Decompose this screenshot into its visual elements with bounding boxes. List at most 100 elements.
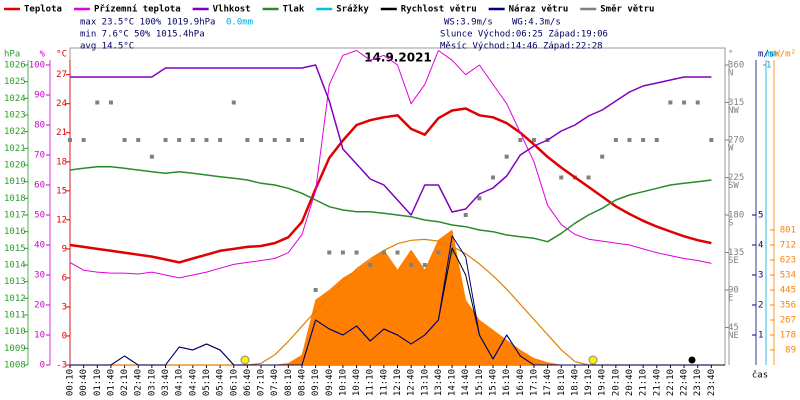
legend-label: Rychlost větru [401, 4, 477, 15]
y-tick-label: 80 [34, 121, 45, 131]
direction-dot [477, 196, 482, 201]
direction-dot [463, 213, 468, 217]
y-tick-label: 1026 [4, 61, 26, 71]
y-tick-label: 60 [34, 181, 45, 191]
y-tick-label: 100 [29, 61, 45, 71]
x-tick-label: 15:40 [489, 369, 499, 396]
x-axis-label: čas [752, 370, 768, 381]
x-tick-label: 22:10 [666, 369, 676, 396]
y-tick-label: 1015 [4, 244, 26, 254]
rain-total: 0.0mm [226, 18, 253, 28]
series-line [69, 165, 712, 243]
series-line [69, 107, 712, 264]
direction-dot [518, 138, 523, 142]
series-line [70, 64, 712, 216]
direction-dot [409, 263, 414, 267]
x-tick-label: 08:40 [297, 369, 307, 396]
direction-dot [340, 250, 345, 255]
y-tick-label: 225 [728, 173, 744, 183]
y-tick-label: 1021 [4, 144, 26, 154]
direction-name: SE [728, 256, 739, 266]
axis-unit: hPa [4, 50, 20, 60]
y-tick-label: 1 [766, 61, 771, 71]
x-tick-label: 22:40 [680, 369, 690, 396]
x-tick-label: 01:10 [93, 369, 103, 396]
x-tick-label: 08:10 [284, 369, 294, 396]
x-tick-label: 20:40 [625, 369, 635, 396]
direction-dot [695, 100, 700, 105]
wind-gust-max: WG:4.3m/s [512, 18, 561, 28]
series-line [70, 235, 712, 366]
direction-dot [299, 138, 304, 142]
y-tick-label: 360 [728, 61, 744, 71]
direction-dot [218, 138, 223, 142]
x-tick-label: 21:40 [652, 369, 662, 396]
direction-dot [259, 138, 264, 142]
direction-dot [531, 138, 536, 142]
direction-dot [190, 138, 195, 142]
legend-label: Vlhkost [213, 5, 251, 15]
direction-dot [600, 154, 605, 159]
x-tick-label: 05:40 [216, 369, 226, 396]
y-tick-label: 50 [34, 211, 45, 221]
direction-name: W [728, 144, 734, 154]
direction-dot [668, 100, 673, 105]
legend-label: Přízemní teplota [94, 5, 181, 15]
x-tick-label: 06:40 [243, 369, 253, 396]
y-tick-label: 20 [34, 301, 45, 311]
x-tick-label: 16:40 [516, 369, 526, 396]
axis-unit: m/s [758, 50, 774, 60]
y-tick-label: 712 [780, 241, 796, 251]
y-tick-label: 534 [780, 271, 796, 281]
legend-label: Náraz větru [509, 4, 569, 15]
direction-dot [286, 138, 291, 142]
y-tick-label: 18 [56, 157, 67, 167]
y-tick-label: 12 [56, 215, 67, 225]
direction-dot [395, 250, 400, 255]
x-tick-label: 19:10 [584, 369, 594, 396]
x-tick-label: 11:40 [379, 369, 389, 396]
series-line [69, 50, 712, 279]
x-tick-label: 23:40 [707, 369, 717, 396]
x-tick-label: 02:40 [134, 369, 144, 396]
direction-dot [122, 138, 127, 142]
direction-dot [613, 138, 618, 142]
x-tick-label: 10:40 [352, 369, 362, 396]
direction-name: SW [728, 181, 739, 191]
x-tick-label: 00:40 [79, 369, 89, 396]
x-tick-label: 11:10 [366, 369, 376, 396]
x-tick-label: 03:10 [147, 369, 157, 396]
direction-name: N [728, 69, 733, 79]
direction-dot [177, 138, 182, 142]
direction-dot [559, 175, 564, 180]
y-tick-label: 1018 [4, 194, 26, 204]
direction-dot [450, 250, 455, 255]
x-tick-label: 00:10 [66, 369, 76, 396]
y-tick-label: 40 [34, 241, 45, 251]
stats-max: max 23.5°C 100% 1019.9hPa [80, 18, 215, 28]
direction-dot [354, 250, 359, 255]
x-tick-label: 19:40 [598, 369, 608, 396]
direction-dot [504, 154, 509, 159]
axis-unit: % [40, 50, 46, 60]
x-tick-label: 06:10 [229, 369, 239, 396]
y-tick-label: 27 [56, 70, 67, 80]
y-tick-label: 1016 [4, 227, 26, 237]
y-tick-label: 1024 [4, 94, 26, 104]
legend-label: Teplota [24, 5, 62, 15]
y-tick-label: 21 [56, 128, 67, 138]
y-tick-label: 0 [40, 361, 45, 371]
y-tick-label: 45 [728, 323, 739, 333]
direction-name: E [728, 294, 733, 304]
x-tick-label: 13:10 [420, 369, 430, 396]
y-tick-label: 315 [728, 98, 744, 108]
y-tick-label: 1011 [4, 311, 26, 321]
direction-dot [709, 138, 714, 142]
y-tick-label: 1013 [4, 277, 26, 287]
direction-dot [436, 250, 441, 255]
x-tick-label: 09:40 [325, 369, 335, 396]
y-tick-label: 270 [728, 136, 744, 146]
direction-dot [136, 138, 141, 142]
y-tick-label: 267 [780, 316, 796, 326]
